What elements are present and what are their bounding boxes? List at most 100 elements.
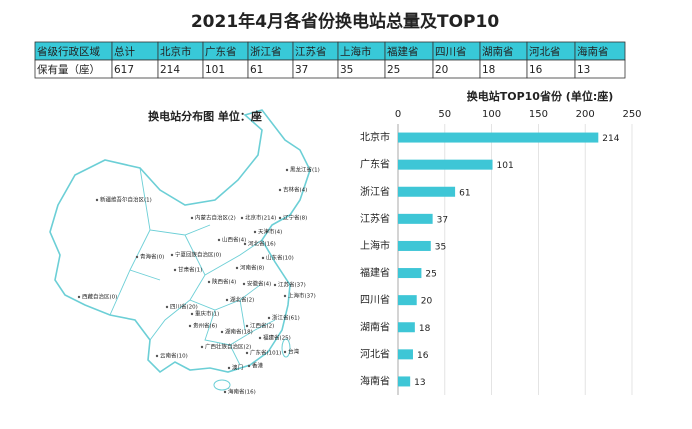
y-tick-label: 广东省 xyxy=(360,158,390,171)
map-label: 天津市(4) xyxy=(258,228,282,236)
map-label: 甘肃省(1) xyxy=(178,266,202,274)
map-label: 河北省(16) xyxy=(248,240,276,248)
map-dot xyxy=(225,298,229,302)
map-dot xyxy=(283,350,287,354)
map: 换电站分布图 单位：座 黑龙江省(1) 吉林省(4) 新疆维吾尔自治区(1) 内蒙古自… xyxy=(49,109,320,396)
map-title: 换电站分布图 单位：座 xyxy=(148,109,262,123)
x-tick-label: 200 xyxy=(576,109,595,120)
table-text: 18 xyxy=(482,64,495,76)
map-label: 四川省(20) xyxy=(170,303,198,311)
map-dot xyxy=(247,364,251,368)
y-tick-label: 北京市 xyxy=(360,131,390,144)
table-text: 20 xyxy=(435,64,448,76)
value-label: 13 xyxy=(414,378,425,388)
table-text: 海南省 xyxy=(577,45,609,58)
map-dot xyxy=(190,312,194,316)
x-tick-label: 50 xyxy=(438,109,451,120)
map-label: 新疆维吾尔自治区(1) xyxy=(100,196,152,204)
map-dot xyxy=(188,324,192,328)
table-text: 福建省 xyxy=(387,45,419,58)
table: 省级行政区域 总计 北京市 广东省 浙江省 江苏省 上海市 福建省 四川省 湖南省 河北省 海南省保有… xyxy=(34,41,626,79)
map-label: 上海市(37) xyxy=(288,292,316,300)
map-label: 海南省(16) xyxy=(228,388,256,396)
map-label: 河南省(8) xyxy=(240,264,264,272)
map-label: 西藏自治区(0) xyxy=(82,293,117,301)
y-tick-label: 上海市 xyxy=(360,239,390,252)
map-label: 福建省(25) xyxy=(263,334,291,342)
map-dot xyxy=(173,268,177,272)
bar xyxy=(398,295,417,306)
table-text: 广东省 xyxy=(205,45,237,58)
table-text: 16 xyxy=(529,64,543,76)
x-tick-label: 150 xyxy=(529,109,548,120)
value-label: 61 xyxy=(459,188,470,198)
map-dot xyxy=(278,188,282,192)
map-dot xyxy=(223,390,227,394)
x-tick-label: 250 xyxy=(622,109,641,120)
table-text: 617 xyxy=(114,64,134,76)
map-dot xyxy=(190,216,194,220)
table-text: 101 xyxy=(205,64,225,76)
bar xyxy=(398,322,415,333)
value-label: 20 xyxy=(421,297,433,307)
map-label: 江苏省(37) xyxy=(278,281,306,289)
map-dot xyxy=(245,351,249,355)
map-dot xyxy=(77,295,81,299)
value-label: 101 xyxy=(497,161,514,171)
y-tick-label: 海南省 xyxy=(360,374,390,387)
map-dot xyxy=(273,283,277,287)
map-dot xyxy=(235,266,239,270)
map-label: 湖南省(18) xyxy=(225,328,253,336)
map-dot xyxy=(258,336,262,340)
map-label: 重庆市(1) xyxy=(195,310,219,318)
map-dot xyxy=(155,354,159,358)
map-label: 山东省(10) xyxy=(266,254,294,262)
map-dot xyxy=(227,366,231,370)
map-dot xyxy=(245,324,249,328)
map-label: 北京市(214) xyxy=(245,214,276,222)
bar xyxy=(398,213,433,224)
table-text: 总计 xyxy=(114,45,135,58)
map-label: 江西省(2) xyxy=(250,322,274,330)
map-dot xyxy=(207,280,211,284)
bar xyxy=(398,186,456,197)
y-tick-label: 河北省 xyxy=(360,347,390,360)
value-label: 16 xyxy=(417,351,429,361)
map-hainan xyxy=(213,379,231,391)
table-text: 35 xyxy=(340,64,353,76)
map-dot xyxy=(200,345,204,349)
map-dot xyxy=(285,168,289,172)
table-text: 北京市 xyxy=(160,45,192,58)
map-label: 台湾 xyxy=(288,348,300,356)
table-text: 四川省 xyxy=(435,45,467,58)
map-dot xyxy=(220,330,224,334)
y-tick-label: 湖南省 xyxy=(360,320,390,333)
map-label: 黑龙江省(1) xyxy=(290,166,320,174)
map-label: 广西壮族自治区(2) xyxy=(205,343,251,351)
value-label: 37 xyxy=(437,215,448,225)
page-title: 2021年4月各省份换电站总量及TOP10 xyxy=(191,11,499,32)
table-text: 25 xyxy=(387,64,400,76)
map-dot xyxy=(217,238,221,242)
map-label: 湖北省(2) xyxy=(230,296,254,304)
map-dot xyxy=(278,216,282,220)
map-label: 吉林省(4) xyxy=(283,186,307,194)
chart: 换电站TOP10省份 (单位:座) 0 50 100 150 200 250 北京市 214 广… xyxy=(360,89,642,395)
map-dot xyxy=(165,305,169,309)
map-dot xyxy=(240,216,244,220)
bar xyxy=(398,268,422,279)
map-dot xyxy=(283,294,287,298)
map-dot xyxy=(267,316,271,320)
table-cell xyxy=(574,59,626,79)
map-dot xyxy=(242,282,246,286)
value-label: 214 xyxy=(602,134,619,144)
table-text: 浙江省 xyxy=(250,45,282,58)
bar xyxy=(398,349,413,360)
map-dot xyxy=(135,255,139,259)
y-tick-label: 浙江省 xyxy=(360,185,390,198)
value-label: 35 xyxy=(435,242,446,252)
map-label: 内蒙古自治区(2) xyxy=(195,214,236,222)
table-text: 61 xyxy=(250,64,263,76)
y-tick-label: 四川省 xyxy=(360,293,390,306)
